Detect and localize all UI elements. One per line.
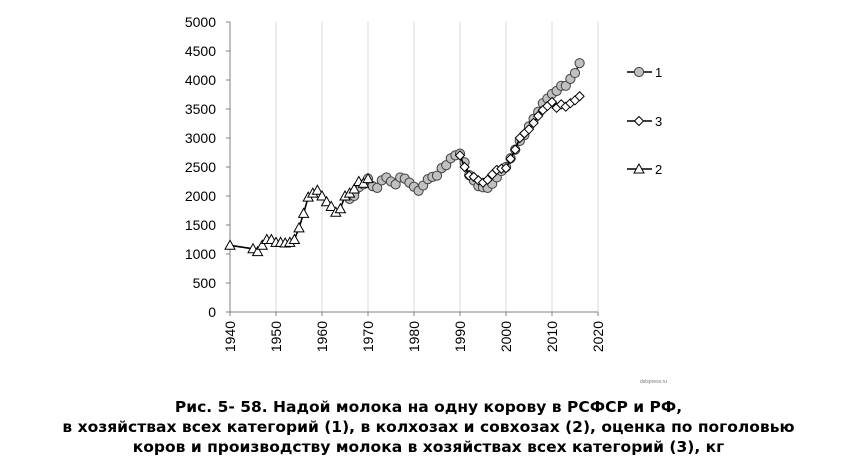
series-3-point [482,174,493,185]
series-3-point [505,153,516,165]
x-tick-label-1980: 1980 [406,321,422,352]
series-3-point [532,110,544,122]
legend-marker-2 [633,162,645,174]
x-tick-label-1950: 1950 [268,321,284,352]
figure-caption: Рис. 5- 58. Надой молока на одну корову … [0,397,857,457]
series-layer [224,58,585,257]
legend-entry-2: 2 [627,162,662,177]
series-2-point [362,172,374,184]
series-1-point [390,179,401,190]
y-tick-label-3500: 3500 [185,101,216,117]
y-tick-label-2000: 2000 [185,188,216,204]
axes: 0 500 1000 1500 2000 2500 3000 3500 4000 4500 5000… [185,14,606,352]
series-2-point [311,184,324,195]
series-2-point [256,239,269,250]
series-1-point [560,80,571,91]
series-1-point [431,170,443,181]
series-3-point [454,150,466,161]
series-3-point [459,161,470,173]
y-tick-label-4500: 4500 [185,43,216,59]
y-tick-label-1500: 1500 [185,217,216,233]
series-2 [224,172,374,257]
legend-label-2: 2 [655,162,662,177]
x-tick-label-2010: 2010 [544,321,560,352]
x-tick-label-2020: 2020 [590,321,606,352]
series-3-point [500,162,512,174]
series-1 [344,58,585,204]
series-2-line [229,178,369,253]
series-3-point [574,91,585,102]
series-2-point [297,207,310,218]
y-tick-label-0: 0 [208,304,216,320]
caption-line-2: в хозяйствах всех категорий (1), в колхо… [62,418,795,436]
series-3-point [528,117,539,129]
legend-marker-3 [633,115,645,127]
legend-entry-1: 1 [627,65,662,80]
caption-line-1: Рис. 5- 58. Надой молока на одну корову … [174,398,683,416]
series-2-point [293,221,305,233]
series-2-point [348,183,361,194]
series-1-point [569,67,581,79]
series-1-point [372,182,383,193]
series-2-point [320,195,333,207]
series-2-point [334,202,347,214]
y-tick-label-4000: 4000 [185,72,216,88]
legend-entry-3: 3 [627,114,662,129]
series-2-point [316,189,328,201]
x-tick-label-1940: 1940 [222,321,238,352]
x-tick-label-2000: 2000 [498,321,514,352]
x-tick-label-1990: 1990 [452,321,468,352]
series-1-point [441,160,452,171]
chart: 0 500 1000 1500 2000 2500 3000 3500 4000 4500 5000… [185,14,667,385]
y-tick-label-500: 500 [193,275,217,291]
caption-line-3: коров и производству молока в хозяйствах… [132,438,725,456]
legend-marker-1 [633,66,645,78]
series-2-point [325,200,338,211]
legend-label-3: 3 [655,114,662,129]
x-tick-label-1970: 1970 [360,321,376,352]
legend: 1 3 2 [627,65,662,177]
series-2-point [251,245,264,257]
series-3-point [509,144,521,155]
y-tick-label-1000: 1000 [185,246,216,262]
series-2-point [288,233,301,244]
y-tick-label-3000: 3000 [185,130,216,146]
x-tick-label-1960: 1960 [314,321,330,352]
series-2-point [224,239,236,250]
series-3-point [523,124,535,135]
y-tick-label-5000: 5000 [185,14,216,30]
watermark: dslspress.ru [640,379,667,385]
series-3-point [546,96,558,108]
legend-label-1: 1 [655,65,662,80]
series-1-point [574,58,585,69]
series-3 [454,91,585,188]
y-tick-label-2500: 2500 [185,159,216,175]
